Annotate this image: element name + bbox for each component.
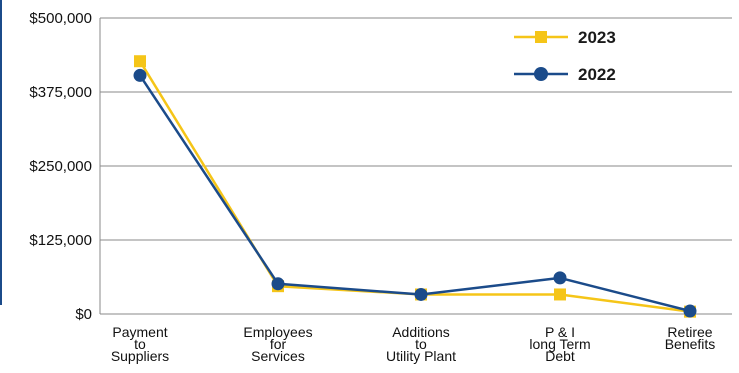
data-point-2023 — [554, 288, 566, 301]
series-line-2023 — [138, 60, 691, 313]
x-tick-label: Suppliers — [111, 348, 169, 364]
series-markers — [133, 55, 697, 318]
left-accent-bar — [0, 0, 2, 305]
gridlines — [99, 17, 732, 315]
legend-marker-2022 — [534, 67, 548, 81]
x-tick-label: Debt — [545, 348, 575, 364]
x-tick-label: Services — [251, 348, 305, 364]
data-point-2022 — [133, 68, 147, 82]
y-axis-tick-labels: $0 $125,000 $250,000 $375,000 $500,000 — [29, 10, 92, 323]
x-tick-label: Additions — [392, 324, 450, 340]
y-tick-label: $125,000 — [29, 232, 92, 249]
x-tick-label: to — [415, 336, 427, 352]
data-point-2022 — [683, 304, 697, 318]
x-axis-tick-labels: PaymenttoSuppliersEmployeesforServicesAd… — [111, 324, 715, 364]
legend: 2023 2022 — [514, 28, 616, 84]
data-point-2022 — [414, 287, 428, 301]
x-tick-label: to — [134, 336, 146, 352]
legend-label-2022: 2022 — [578, 65, 616, 84]
series-line-2022 — [138, 74, 691, 313]
x-tick-label: Retiree — [667, 324, 712, 340]
legend-label-2023: 2023 — [578, 28, 616, 47]
series-lines — [138, 60, 691, 313]
x-tick-label: Benefits — [665, 336, 716, 352]
x-tick-label: P & I — [545, 324, 575, 340]
y-tick-label: $0 — [75, 306, 92, 323]
x-tick-label: Utility Plant — [386, 348, 456, 364]
y-tick-label: $250,000 — [29, 158, 92, 175]
y-tick-label: $500,000 — [29, 10, 92, 27]
data-point-2022 — [271, 277, 285, 291]
x-tick-label: long Term — [529, 336, 590, 352]
data-point-2022 — [553, 271, 567, 285]
x-tick-label: for — [270, 336, 287, 352]
legend-marker-2023 — [535, 31, 547, 43]
data-point-2023 — [134, 55, 146, 68]
x-tick-label: Employees — [243, 324, 312, 340]
x-tick-label: Payment — [112, 324, 167, 340]
y-tick-label: $375,000 — [29, 84, 92, 101]
